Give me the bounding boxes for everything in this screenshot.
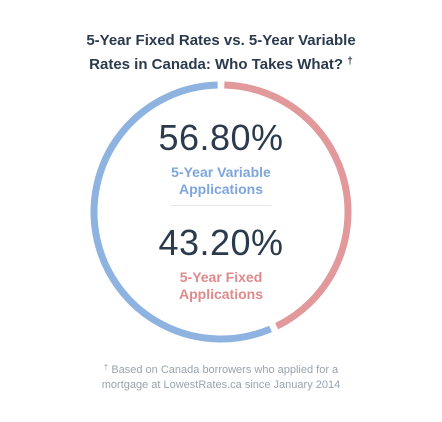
fixed-summary: 43.20% 5-Year Fixed Applications xyxy=(96,223,346,303)
variable-label: 5-Year Variable Applications xyxy=(96,164,346,198)
variable-summary: 56.80% 5-Year Variable Applications xyxy=(96,118,346,198)
variable-label-line-2: Applications xyxy=(178,181,263,197)
variable-label-line-1: 5-Year Variable xyxy=(171,164,271,180)
footnote-dagger: † xyxy=(103,363,109,372)
variable-percentage: 56.80% xyxy=(158,117,284,158)
chart-title: 5-Year Fixed Rates vs. 5-Year Variable R… xyxy=(0,30,442,75)
title-line-1: 5-Year Fixed Rates vs. 5-Year Variable xyxy=(86,32,356,49)
fixed-label: 5-Year Fixed Applications xyxy=(96,269,346,303)
footnote: † Based on Canada borrowers who applied … xyxy=(0,360,442,393)
fixed-percentage: 43.20% xyxy=(158,222,284,263)
variable-segment xyxy=(90,81,272,343)
footnote-line-2: mortgage at LowestRates.ca since January… xyxy=(101,379,341,391)
center-divider xyxy=(171,205,271,206)
fixed-label-line-2: Applications xyxy=(178,286,263,302)
fixed-label-line-1: 5-Year Fixed xyxy=(179,269,263,285)
title-line-2: Rates in Canada: Who Takes What? xyxy=(89,56,344,73)
fixed-segment xyxy=(224,81,352,330)
title-dagger: † xyxy=(347,56,353,67)
footnote-line-1: Based on Canada borrowers who applied fo… xyxy=(111,364,339,376)
